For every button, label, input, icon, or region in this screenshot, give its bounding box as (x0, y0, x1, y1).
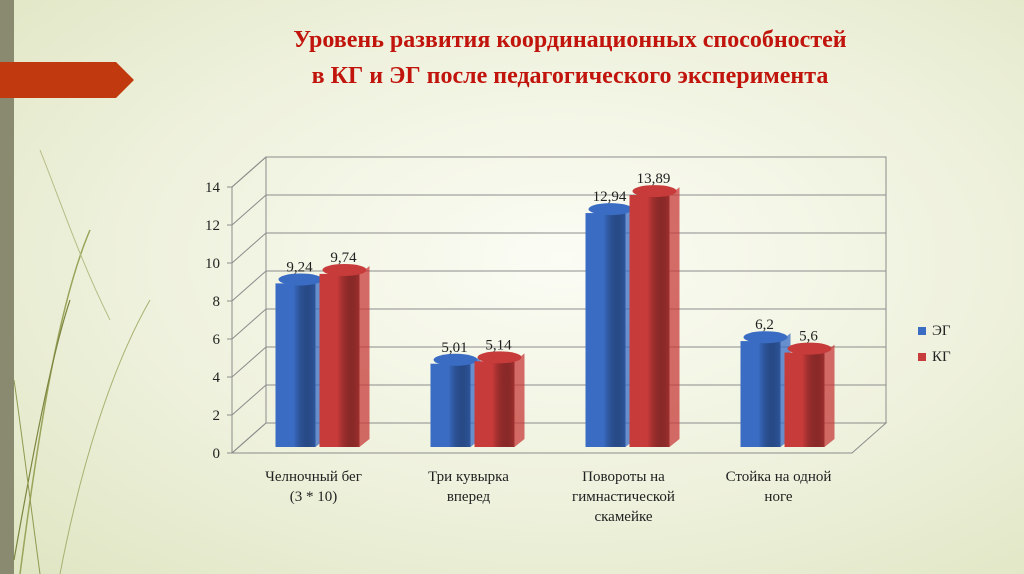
bar-kg-shade (629, 195, 670, 447)
x-category-label-line: Три кувырка (428, 469, 509, 485)
x-category-label-line: Стойка на одной (725, 469, 832, 485)
bar-eg-top (743, 331, 788, 344)
gridline (231, 194, 886, 226)
chart-title-line2: в КГ и ЭГ после педагогического эксперим… (311, 63, 829, 89)
left-decor-strip (0, 0, 14, 574)
gridline (231, 156, 886, 188)
x-category-label-line: Повороты на (582, 469, 665, 485)
bar-kg-side (359, 265, 370, 447)
y-tick-label: 14 (205, 180, 221, 196)
legend-label-eg: ЭГ (932, 322, 951, 339)
bar-kg-top (632, 185, 677, 198)
data-label: 6,2 (755, 317, 774, 333)
bar-kg-shade (319, 273, 360, 447)
bar-eg-shade (585, 213, 626, 447)
bar-kg-shade (474, 361, 515, 447)
x-category-label-line: вперед (446, 489, 491, 505)
bar-kg-side (514, 353, 525, 447)
y-tick-label: 0 (213, 446, 221, 462)
x-category-label: Три кувырка вперед (394, 467, 544, 507)
bar-kg-shade (784, 352, 825, 447)
legend-swatch-kg (918, 353, 926, 361)
bar-eg-top (588, 203, 633, 216)
y-tick-label: 12 (205, 218, 220, 234)
title-arrow-decor (0, 62, 134, 98)
y-tick-label: 8 (213, 294, 221, 310)
legend: ЭГ КГ (918, 318, 951, 370)
y-tick-label: 10 (205, 256, 220, 272)
x-category-label-line: (3 * 10) (289, 489, 338, 505)
x-category-label-line: ноге (764, 489, 793, 505)
bar-eg-shade (430, 363, 471, 447)
x-category-label: Повороты на гимнастической скамейке (549, 467, 699, 527)
bar-eg-top (278, 273, 323, 286)
bar-kg-side (824, 344, 835, 447)
bar-kg-side (669, 187, 680, 447)
x-category-label-line: скамейке (594, 509, 653, 525)
bar-kg-top (787, 342, 832, 355)
y-tick-label: 2 (213, 408, 221, 424)
bar-kg-top (477, 351, 522, 364)
legend-label-kg: КГ (932, 348, 951, 365)
chart-title-line1: Уровень развития координационных способн… (293, 27, 847, 53)
data-label: 13,89 (637, 171, 671, 187)
data-label: 5,01 (441, 340, 467, 356)
x-category-label: Стойка на одной ноге (704, 467, 854, 507)
bar-eg-shade (740, 341, 781, 447)
x-category-label-line: Челночный бег (265, 469, 362, 485)
data-label: 9,74 (330, 250, 357, 266)
legend-swatch-eg (918, 327, 926, 335)
bar-eg-top (433, 353, 478, 366)
bar-kg-top (322, 263, 367, 276)
legend-item-eg: ЭГ (918, 318, 951, 344)
data-label: 5,14 (485, 337, 512, 353)
y-tick-label: 4 (213, 370, 221, 386)
data-label: 5,6 (799, 329, 818, 345)
data-label: 12,94 (593, 189, 627, 205)
x-category-label: Челночный бег (3 * 10) (239, 467, 389, 507)
chart-title: Уровень развития координационных способн… (150, 22, 990, 94)
legend-item-kg: КГ (918, 344, 951, 370)
y-tick-label: 6 (213, 332, 221, 348)
bar-eg-shade (275, 283, 316, 447)
x-category-label-line: гимнастической (572, 489, 675, 505)
data-label: 9,24 (286, 259, 313, 275)
